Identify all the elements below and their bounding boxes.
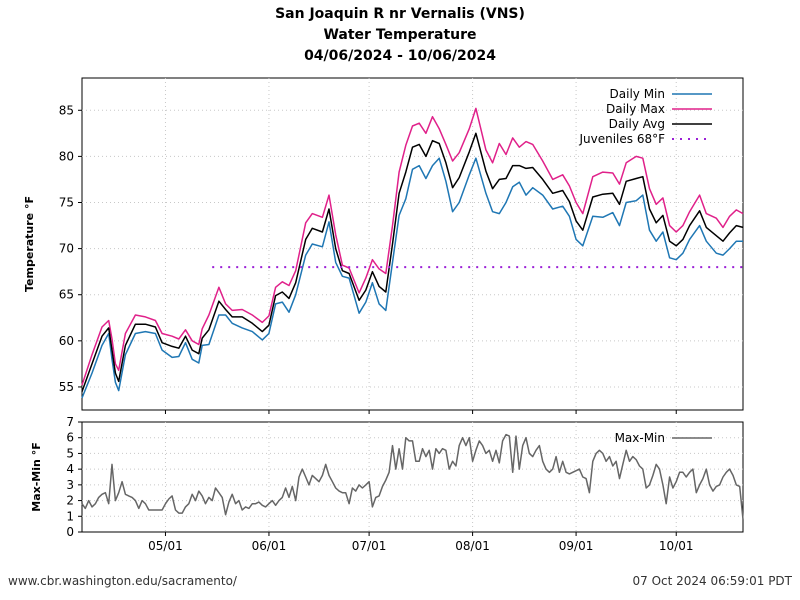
legend-label-min: Daily Min	[610, 87, 665, 101]
series-line-max	[81, 107, 744, 386]
legend-label-juveniles: Juveniles 68°F	[578, 132, 665, 146]
temperature-y-tick-label: 85	[59, 103, 74, 117]
temperature-y-tick-label: 65	[59, 288, 74, 302]
x-tick-label: 08/01	[455, 539, 490, 553]
x-tick-label: 07/01	[352, 539, 387, 553]
temperature-plot-frame	[81, 77, 744, 411]
x-tick-label: 10/01	[659, 539, 694, 553]
max-min-y-tick-label: 2	[66, 494, 74, 508]
max-min-y-tick-label: 6	[66, 431, 74, 445]
max-min-y-tick-label: 3	[66, 478, 74, 492]
title-line-station: San Joaquin R nr Vernalis (VNS)	[275, 6, 525, 22]
legend-label-maxmin: Max-Min	[615, 431, 665, 445]
temperature-y-tick-label: 75	[59, 196, 74, 210]
series-line-avg	[81, 132, 744, 392]
temperature-y-axis-label: Temperature °F	[23, 196, 36, 292]
temperature-y-tick-label: 55	[59, 380, 74, 394]
max-min-y-tick-label: 7	[66, 415, 74, 429]
x-tick-label: 05/01	[148, 539, 183, 553]
generated-timestamp: 07 Oct 2024 06:59:01 PDT	[632, 574, 792, 588]
series-line-maxmin	[81, 433, 744, 520]
max-min-y-axis-label: Max-Min °F	[30, 442, 43, 511]
title-line-variable: Water Temperature	[323, 27, 477, 43]
legend-label-max: Daily Max	[606, 102, 665, 116]
temperature-y-tick-label: 70	[59, 242, 74, 256]
max-min-y-tick-label: 4	[66, 462, 74, 476]
series-line-min	[81, 157, 743, 399]
max-min-y-tick-label: 0	[66, 525, 74, 539]
x-tick-label: 06/01	[252, 539, 287, 553]
max-min-y-tick-label: 5	[66, 446, 74, 460]
temperature-y-tick-label: 80	[59, 149, 74, 163]
source-url: www.cbr.washington.edu/sacramento/	[8, 574, 237, 588]
title-line-daterange: 04/06/2024 - 10/06/2024	[304, 48, 496, 64]
legend-label-avg: Daily Avg	[609, 117, 665, 131]
temperature-y-tick-label: 60	[59, 334, 74, 348]
x-tick-label: 09/01	[559, 539, 594, 553]
max-min-y-tick-label: 1	[66, 509, 74, 523]
chart-title: San Joaquin R nr Vernalis (VNS) Water Te…	[0, 4, 800, 67]
